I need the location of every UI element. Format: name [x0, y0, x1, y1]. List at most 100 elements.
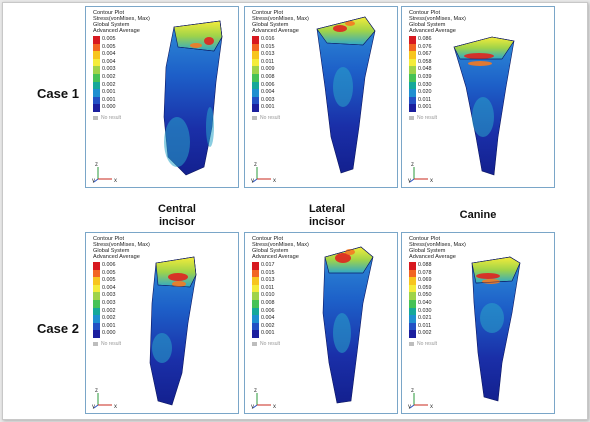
legend-swatch	[409, 269, 416, 278]
legend-no-result: No result	[252, 341, 280, 347]
triad-label-x: x	[273, 178, 276, 183]
legend-value: 0.088	[418, 262, 432, 268]
legend-value: 0.000	[102, 104, 116, 111]
panel-header-line: Stress(vonMises, Max)	[409, 242, 466, 249]
tooth-model-lateral-incisor-case-1	[316, 16, 376, 174]
legend-row: 0.000	[93, 104, 121, 112]
legend-row: 0.005	[93, 269, 121, 278]
mesh-line	[324, 246, 374, 274]
axis-triad-icon: z y x	[408, 388, 433, 409]
legend-swatch	[252, 330, 259, 338]
legend-swatch	[252, 292, 259, 300]
tooth-model-canine-case-2	[471, 256, 521, 402]
legend-swatch	[409, 66, 416, 74]
legend-row: 0.050	[409, 292, 437, 300]
legend-swatch	[252, 277, 259, 285]
legend-value: 0.001	[102, 322, 116, 329]
panel-header-line: Global System	[252, 248, 289, 255]
legend-row: 0.001	[93, 96, 121, 105]
legend-swatch	[252, 315, 259, 323]
legend-value: 0.015	[261, 43, 275, 50]
legend-row: 0.011	[252, 58, 280, 67]
triad-label-y: y	[408, 178, 411, 183]
panel-header-line: Global System	[93, 22, 130, 29]
legend-row: 0.001	[252, 330, 280, 338]
mesh-line	[453, 36, 515, 60]
panel-header-line: Contour Plot	[93, 10, 125, 16]
legend-row: 0.011	[409, 96, 437, 105]
color-legend: 0.016 0.015 0.013 0.011 0.009 0.008 0.006 0.004…	[252, 36, 280, 121]
legend-swatch	[252, 36, 259, 44]
legend-value: 0.004	[261, 89, 275, 96]
triad-label-x: x	[430, 178, 433, 183]
legend-swatch	[93, 299, 100, 308]
legend-no-result: No result	[93, 341, 121, 347]
column-label-line1: Central	[158, 203, 196, 215]
stress-hotspot	[333, 25, 347, 32]
column-label-central-incisor: Central incisor	[137, 203, 217, 229]
legend-row: 0.001	[409, 104, 437, 112]
legend-value: 0.010	[261, 292, 275, 299]
legend-swatch	[409, 81, 416, 90]
stress-band	[206, 107, 214, 147]
legend-swatch	[93, 81, 100, 90]
column-label-lateral-incisor: Lateral incisor	[287, 203, 367, 229]
legend-swatch	[93, 277, 100, 285]
panel-header-line: Stress(vonMises, Max)	[409, 16, 466, 23]
tooth-model-central-incisor-case-1	[163, 20, 223, 176]
panel-header: Contour Plot Stress(vonMises, Max) Global …	[409, 236, 466, 260]
legend-value: 0.076	[418, 43, 432, 50]
case-2-label: Case 2	[37, 321, 79, 336]
legend-swatch	[93, 322, 100, 331]
legend-swatch	[409, 104, 416, 112]
legend-value: 0.008	[261, 73, 275, 80]
legend-swatch	[409, 58, 416, 67]
legend-row: 0.058	[409, 58, 437, 67]
panel-header-line: Global System	[409, 248, 446, 255]
tooth-crown	[316, 16, 376, 46]
legend-value: 0.003	[102, 299, 116, 306]
legend-swatch	[252, 262, 259, 270]
legend-swatch	[252, 51, 259, 59]
panel-header-line: Contour Plot	[409, 236, 441, 242]
legend-swatch	[409, 51, 416, 59]
triad-label-y: y	[408, 404, 411, 409]
no-result-label: No result	[260, 114, 281, 121]
legend-value: 0.001	[261, 330, 275, 337]
legend-row: 0.005	[93, 36, 121, 44]
legend-row: 0.017	[252, 262, 280, 270]
no-result-swatch	[409, 115, 414, 120]
legend-value: 0.004	[102, 58, 116, 65]
legend-value: 0.067	[418, 51, 432, 58]
mesh-line	[316, 16, 376, 46]
column-label-line2: incisor	[308, 216, 346, 228]
legend-value: 0.001	[102, 96, 116, 103]
panel-header: Contour Plot Stress(vonMises, Max) Global …	[252, 10, 309, 34]
legend-row: 0.078	[409, 269, 437, 278]
column-label-line1: Canine	[459, 209, 497, 221]
triad-label-y: y	[251, 178, 254, 183]
legend-swatch	[409, 284, 416, 293]
no-result-label: No result	[101, 114, 122, 121]
no-result-swatch	[252, 115, 257, 120]
tooth-model-lateral-incisor-case-2	[322, 246, 374, 404]
panel-header-line: Stress(vonMises, Max)	[252, 242, 309, 249]
legend-swatch	[252, 58, 259, 67]
legend-row: 0.004	[93, 51, 121, 59]
legend-swatch	[93, 330, 100, 338]
legend-value: 0.000	[102, 330, 116, 337]
legend-value: 0.006	[102, 262, 116, 268]
legend-row: 0.013	[252, 51, 280, 59]
legend-value: 0.059	[418, 284, 432, 291]
stress-hotspot	[476, 273, 500, 279]
no-result-swatch	[409, 341, 414, 346]
stress-band	[480, 303, 504, 333]
triad-label-z: z	[254, 388, 257, 394]
legend-value: 0.001	[418, 104, 432, 111]
legend-row: 0.069	[409, 277, 437, 285]
legend-value: 0.040	[418, 299, 432, 306]
legend-row: 0.003	[93, 66, 121, 74]
contour-panel-lateral-incisor-case-2: Contour Plot Stress(vonMises, Max) Global …	[244, 232, 398, 414]
legend-value: 0.005	[102, 269, 116, 276]
legend-swatch	[93, 96, 100, 105]
